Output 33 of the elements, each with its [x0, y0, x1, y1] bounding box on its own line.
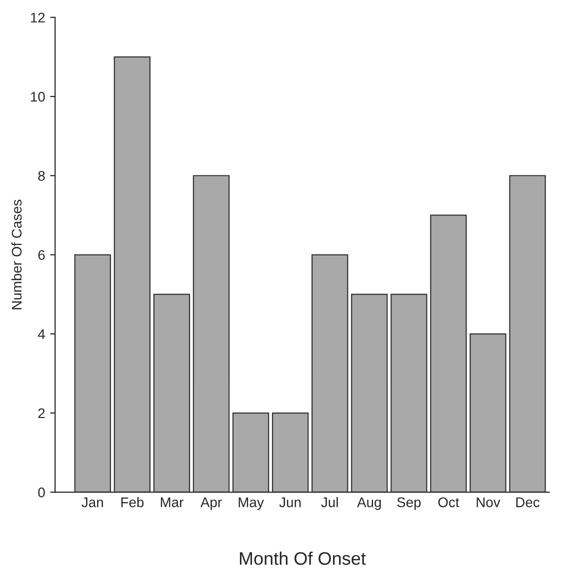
- bar: [153, 294, 190, 492]
- x-tick-label: Jan: [82, 498, 103, 508]
- x-tick-label: Aug: [357, 498, 381, 510]
- bar: [351, 294, 388, 492]
- bar: [232, 412, 270, 492]
- x-tick-label: Sep: [397, 497, 421, 510]
- y-tick-label: 0: [38, 487, 45, 498]
- x-tick-label: Nov: [476, 498, 500, 508]
- y-tick-label: 4: [38, 329, 45, 339]
- x-tick-label: Feb: [121, 497, 144, 508]
- x-tick-label: Mar: [160, 498, 184, 508]
- bar: [272, 412, 309, 492]
- x-tick-label: Jun: [279, 498, 301, 508]
- bar: [114, 56, 151, 492]
- y-tick-label: 8: [38, 170, 45, 181]
- x-tick-label: Dec: [516, 498, 540, 508]
- bar: [470, 333, 506, 492]
- x-tick-label: Jul: [321, 497, 338, 508]
- x-tick-label: Apr: [200, 498, 222, 510]
- y-tick-label: 12: [30, 12, 45, 22]
- bar: [74, 254, 111, 492]
- y-tick-label: 2: [38, 408, 45, 418]
- y-axis-title: Number Of Cases: [11, 200, 22, 310]
- bar: [509, 175, 546, 492]
- x-tick-label: May: [238, 498, 264, 510]
- y-tick-label: 10: [30, 92, 45, 102]
- x-tick-label: Oct: [438, 497, 460, 508]
- bar: [430, 214, 467, 492]
- bar: [192, 175, 230, 492]
- x-axis-title: Month Of Onset: [240, 552, 366, 565]
- bar: [312, 254, 348, 492]
- bar: [390, 294, 428, 492]
- y-tick-label: 6: [38, 250, 45, 260]
